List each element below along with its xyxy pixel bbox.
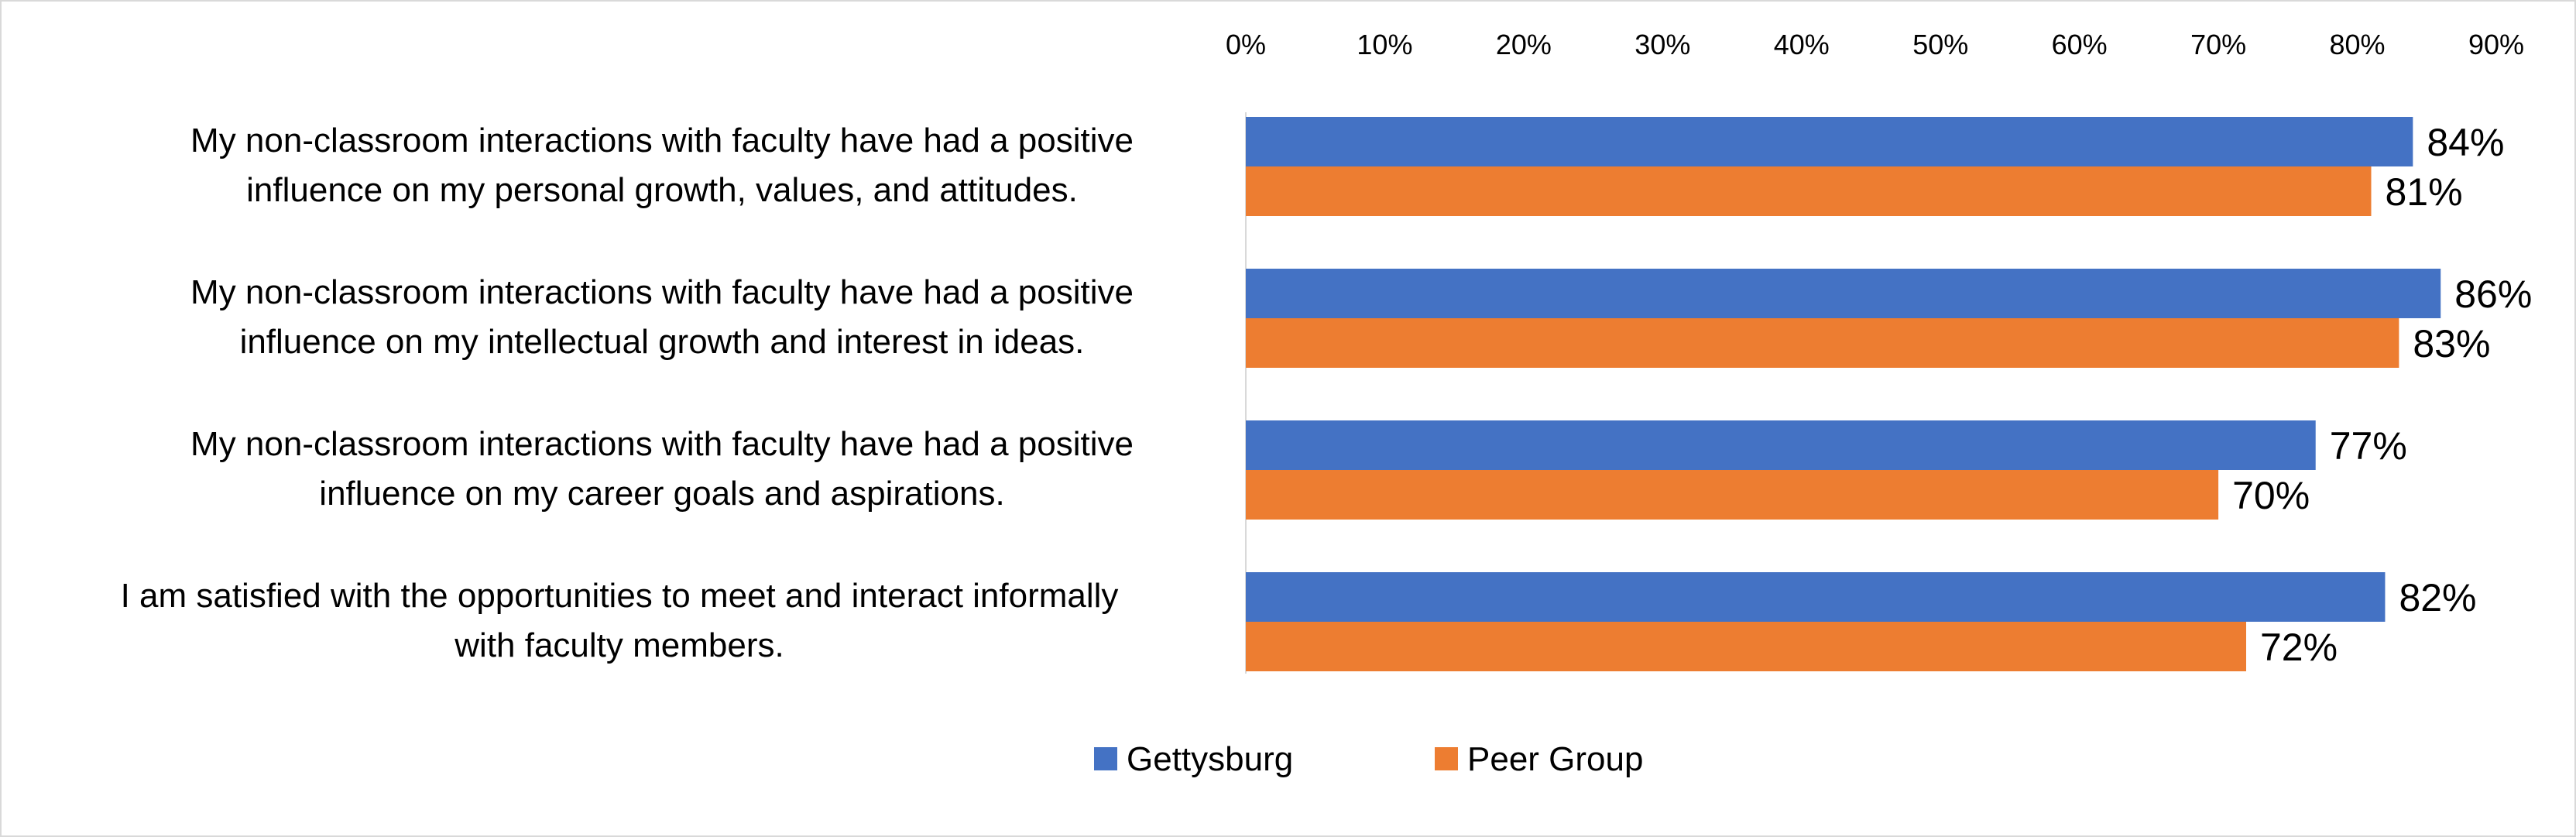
bar-gettysburg xyxy=(1246,269,2441,318)
category-label-line: My non-classroom interactions with facul… xyxy=(190,122,1134,160)
data-label: 72% xyxy=(2260,626,2338,669)
data-label: 81% xyxy=(2386,170,2463,214)
bar-gettysburg xyxy=(1246,420,2316,470)
bar-peer-group xyxy=(1246,166,2372,216)
category-label: My non-classroom interactions with facul… xyxy=(190,273,1134,361)
x-tick-label: 40% xyxy=(1774,29,1830,60)
bars-layer xyxy=(1246,117,2441,671)
x-tick-label: 90% xyxy=(2468,29,2524,60)
category-label: I am satisfied with the opportunities to… xyxy=(121,577,1119,664)
category-label-line: I am satisfied with the opportunities to… xyxy=(121,577,1119,615)
x-tick-label: 0% xyxy=(1226,29,1266,60)
category-label-line: My non-classroom interactions with facul… xyxy=(190,273,1134,311)
category-label-line: My non-classroom interactions with facul… xyxy=(190,425,1134,463)
x-tick-label: 50% xyxy=(1912,29,1968,60)
legend-label: Peer Group xyxy=(1467,740,1643,778)
legend-label: Gettysburg xyxy=(1127,740,1293,778)
category-label-line: influence on my career goals and aspirat… xyxy=(319,475,1004,513)
data-label: 82% xyxy=(2399,576,2476,619)
data-label: 77% xyxy=(2330,424,2407,468)
x-tick-label: 30% xyxy=(1634,29,1690,60)
bar-gettysburg xyxy=(1246,117,2413,166)
legend: Gettysburg Peer Group xyxy=(1094,740,1643,778)
category-label-line: influence on my intellectual growth and … xyxy=(240,323,1085,361)
x-tick-label: 60% xyxy=(2052,29,2108,60)
data-label: 84% xyxy=(2427,121,2504,164)
legend-swatch xyxy=(1094,747,1117,770)
category-label: My non-classroom interactions with facul… xyxy=(190,122,1134,209)
legend-swatch xyxy=(1435,747,1458,770)
category-label-line: influence on my personal growth, values,… xyxy=(246,171,1078,209)
category-label-line: with faculty members. xyxy=(454,626,784,664)
x-tick-label: 20% xyxy=(1496,29,1552,60)
x-tick-label: 80% xyxy=(2330,29,2386,60)
x-tick-label: 70% xyxy=(2190,29,2246,60)
bar-peer-group xyxy=(1246,622,2246,671)
bar-peer-group xyxy=(1246,318,2399,368)
bar-peer-group xyxy=(1246,470,2219,520)
data-label: 70% xyxy=(2232,474,2310,517)
data-label: 83% xyxy=(2413,322,2490,365)
labels-layer: My non-classroom interactions with facul… xyxy=(121,121,2533,669)
x-tick-label: 10% xyxy=(1357,29,1412,60)
category-label: My non-classroom interactions with facul… xyxy=(190,425,1134,513)
bar-gettysburg xyxy=(1246,572,2386,622)
data-label: 86% xyxy=(2454,273,2532,316)
